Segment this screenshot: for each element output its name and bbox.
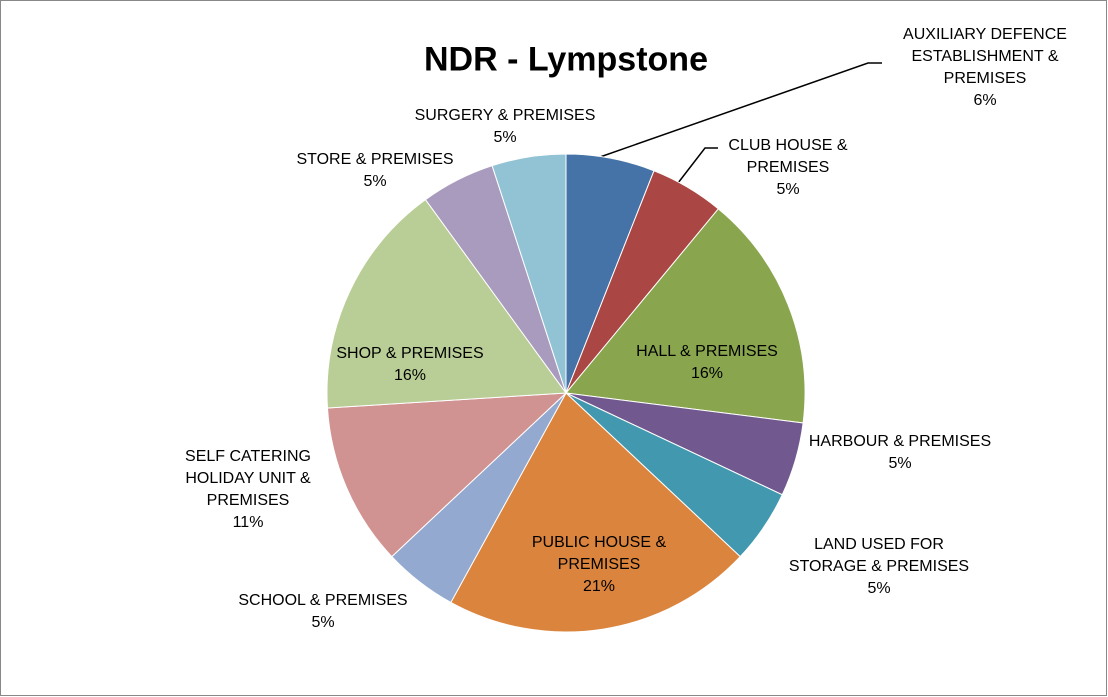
data-label: SURGERY & PREMISES 5% xyxy=(395,105,615,149)
data-label: SCHOOL & PREMISES 5% xyxy=(213,590,433,634)
data-label: SELF CATERING HOLIDAY UNIT & PREMISES 11% xyxy=(173,446,323,534)
value-label: 5% xyxy=(363,173,387,190)
data-label: STORE & PREMISES 5% xyxy=(275,149,475,193)
value-label: 11% xyxy=(232,514,264,531)
value-label: 5% xyxy=(867,580,891,597)
data-label: PUBLIC HOUSE & PREMISES 21% xyxy=(514,532,684,598)
pie-slice xyxy=(491,153,567,394)
category-label: AUXILIARY DEFENCE ESTABLISHMENT & PREMIS… xyxy=(903,26,1067,87)
pie-slice xyxy=(450,392,741,633)
value-label: 16% xyxy=(690,365,724,382)
category-label: LAND USED FOR STORAGE & PREMISES xyxy=(788,536,970,575)
category-label: SHOP & PREMISES xyxy=(336,345,484,362)
leader-line xyxy=(599,62,882,158)
category-label: HALL & PREMISES xyxy=(636,343,778,360)
category-label: CLUB HOUSE & PREMISES xyxy=(728,137,848,176)
category-label: STORE & PREMISES xyxy=(296,151,454,168)
data-label: SHOP & PREMISES 16% xyxy=(310,343,510,387)
data-label: HALL & PREMISES 16% xyxy=(607,341,807,385)
value-label: 21% xyxy=(582,578,616,595)
category-label: SCHOOL & PREMISES xyxy=(238,592,408,609)
value-label: 5% xyxy=(311,614,335,631)
data-label: LAND USED FOR STORAGE & PREMISES 5% xyxy=(784,534,974,600)
value-label: 6% xyxy=(973,92,997,109)
category-label: SURGERY & PREMISES xyxy=(414,107,596,124)
pie-slice xyxy=(326,198,567,409)
pie-slice xyxy=(326,392,568,558)
value-label: 5% xyxy=(493,129,517,146)
value-label: 16% xyxy=(393,367,427,384)
category-label: SELF CATERING HOLIDAY UNIT & PREMISES xyxy=(185,448,311,509)
leader-line xyxy=(677,147,718,184)
category-label: PUBLIC HOUSE & PREMISES xyxy=(531,534,667,573)
value-label: 5% xyxy=(888,455,912,472)
data-label: CLUB HOUSE & PREMISES 5% xyxy=(713,135,863,201)
category-label: HARBOUR & PREMISES xyxy=(808,433,992,450)
value-label: 5% xyxy=(776,181,800,198)
pie-slice xyxy=(565,208,806,424)
chart-title: NDR - Lympstone xyxy=(424,40,708,79)
data-label: AUXILIARY DEFENCE ESTABLISHMENT & PREMIS… xyxy=(885,24,1085,112)
data-label: HARBOUR & PREMISES 5% xyxy=(785,431,1015,475)
